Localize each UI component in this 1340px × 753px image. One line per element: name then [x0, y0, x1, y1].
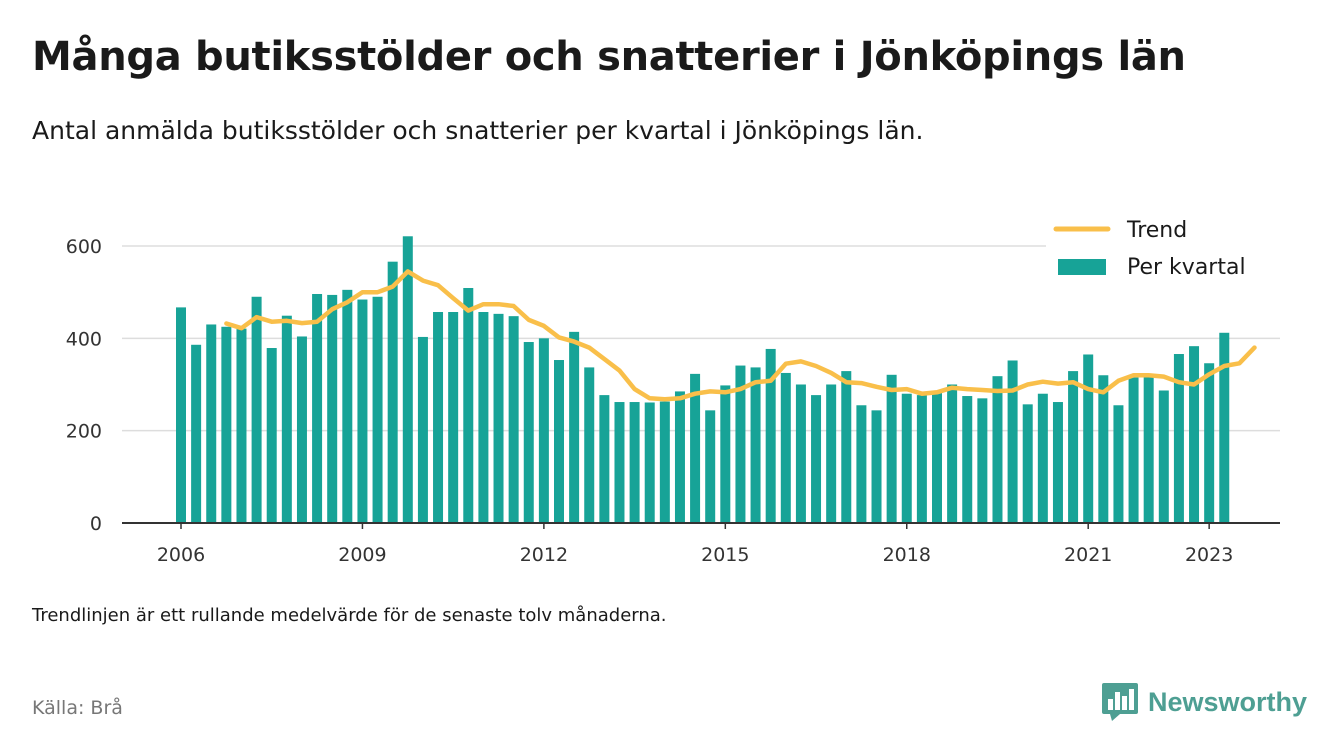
bar-per-kvartal — [1007, 360, 1018, 523]
bar-per-kvartal — [433, 312, 444, 523]
bar-per-kvartal — [1037, 393, 1048, 523]
bar-per-kvartal — [1083, 354, 1094, 523]
bar-per-kvartal — [417, 336, 428, 523]
bar-per-kvartal — [342, 289, 353, 523]
bar-per-kvartal — [886, 374, 897, 523]
bar-per-kvartal — [448, 312, 459, 523]
bar-per-kvartal — [901, 393, 912, 523]
newsworthy-logo-icon — [1102, 683, 1138, 721]
bar-per-kvartal — [659, 401, 670, 523]
legend: Trend Per kvartal — [1046, 207, 1282, 291]
bar-per-kvartal — [644, 402, 655, 523]
bar-per-kvartal — [296, 336, 307, 523]
bar-per-kvartal — [584, 367, 595, 523]
bar-per-kvartal — [327, 294, 338, 523]
legend-swatch-per-kvartal — [1058, 259, 1106, 275]
bar-per-kvartal — [614, 402, 625, 523]
bar-per-kvartal — [705, 410, 716, 523]
x-tick-label: 2023 — [1185, 544, 1233, 566]
bar-per-kvartal — [1204, 363, 1215, 523]
chart-title: Många butiksstölder och snatterier i Jön… — [32, 34, 1186, 80]
bar-per-kvartal — [206, 324, 217, 523]
bar-per-kvartal — [795, 384, 806, 523]
bar-per-kvartal — [720, 385, 731, 523]
brand-logo[interactable]: Newsworthy — [1102, 682, 1307, 722]
bar-per-kvartal — [1128, 377, 1139, 523]
x-tick-label: 2006 — [157, 544, 205, 566]
bar-per-kvartal — [599, 395, 610, 523]
bar-per-kvartal — [977, 398, 988, 523]
trend-series — [224, 269, 1257, 402]
bar-per-kvartal — [629, 402, 640, 523]
bar-per-kvartal — [221, 326, 232, 523]
bar-per-kvartal — [962, 396, 973, 523]
bar-per-kvartal — [826, 384, 837, 523]
bar-per-kvartal — [463, 287, 474, 523]
x-tick-label: 2018 — [883, 544, 931, 566]
bar-per-kvartal — [765, 348, 776, 523]
bar-per-kvartal — [856, 405, 867, 523]
bar-per-kvartal — [780, 372, 791, 523]
bar-per-kvartal — [266, 348, 277, 523]
brand-name: Newsworthy — [1148, 686, 1308, 717]
bar-per-kvartal — [1189, 346, 1200, 523]
bar-per-kvartal — [1143, 373, 1154, 523]
bar-per-kvartal — [251, 296, 262, 523]
bar-per-kvartal — [841, 371, 852, 523]
bar-per-kvartal — [281, 315, 292, 523]
bar-per-kvartal — [236, 328, 247, 523]
source-label: Källa: Brå — [32, 697, 123, 719]
bar-per-kvartal — [493, 313, 504, 523]
bar-per-kvartal — [916, 395, 927, 523]
bar-per-kvartal — [554, 360, 564, 523]
bar-per-kvartal — [750, 367, 761, 523]
bar-per-kvartal — [523, 342, 534, 523]
y-tick-label: 400 — [66, 328, 102, 350]
bar-per-kvartal — [191, 344, 202, 523]
bar-per-kvartal — [1098, 375, 1109, 523]
bar-per-kvartal — [871, 410, 882, 523]
y-tick-label: 0 — [90, 513, 102, 535]
bar-per-kvartal — [735, 365, 746, 523]
bar-per-kvartal — [372, 296, 383, 523]
legend-label-per-kvartal: Per kvartal — [1127, 255, 1246, 280]
bar-per-kvartal — [811, 395, 822, 523]
chart-subtitle: Antal anmälda butiksstölder och snatteri… — [32, 116, 924, 145]
bar-per-kvartal — [932, 391, 942, 523]
y-tick-label: 600 — [66, 236, 102, 258]
bar-per-kvartal — [690, 373, 701, 523]
bar-per-kvartal — [992, 376, 1003, 523]
bar-per-kvartal — [1158, 390, 1169, 523]
bar-per-kvartal — [312, 293, 323, 523]
bar-series — [176, 236, 1230, 523]
bar-per-kvartal — [1173, 354, 1184, 523]
bar-per-kvartal — [1022, 404, 1033, 523]
bar-per-kvartal — [569, 331, 580, 523]
bar-per-kvartal — [357, 299, 368, 523]
x-tick-label: 2015 — [701, 544, 749, 566]
x-tick-label: 2009 — [338, 544, 386, 566]
x-tick-label: 2012 — [520, 544, 568, 566]
bar-per-kvartal — [508, 316, 519, 523]
bar-per-kvartal — [1113, 405, 1124, 523]
legend-label-trend: Trend — [1126, 218, 1187, 243]
bar-per-kvartal — [402, 236, 413, 523]
bar-per-kvartal — [1052, 402, 1063, 523]
bar-per-kvartal — [478, 312, 489, 523]
bar-per-kvartal — [674, 391, 685, 523]
bar-per-kvartal — [387, 261, 398, 523]
bar-per-kvartal — [1219, 332, 1230, 523]
chart-note: Trendlinjen är ett rullande medelvärde f… — [32, 605, 667, 626]
x-tick-label: 2021 — [1064, 544, 1112, 566]
bar-per-kvartal — [538, 338, 549, 523]
bar-per-kvartal — [947, 384, 958, 523]
bar-per-kvartal — [1068, 371, 1079, 523]
bar-per-kvartal — [176, 307, 186, 523]
axes: 2006 2009 2012 2015 2018 2021 2023 — [122, 522, 1280, 566]
y-tick-label: 200 — [66, 421, 102, 443]
legend-background — [1046, 207, 1282, 291]
trend-line — [224, 269, 1257, 402]
